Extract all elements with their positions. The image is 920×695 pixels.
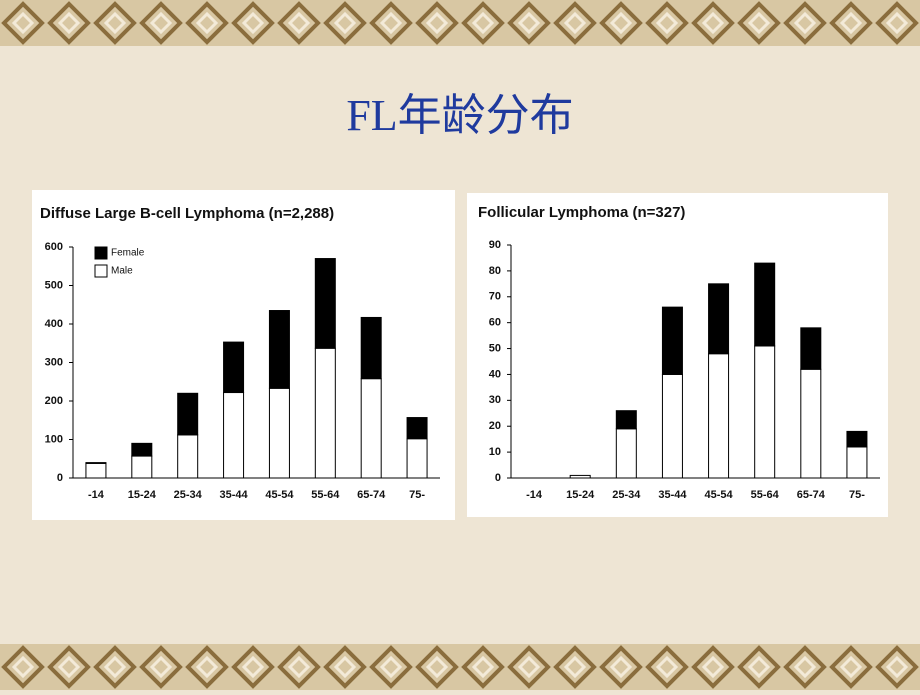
x-tick-label: 55-64 xyxy=(311,489,340,501)
bar xyxy=(846,446,868,479)
bar xyxy=(800,327,822,370)
bar xyxy=(708,283,730,355)
slide-title: FL年龄分布 xyxy=(346,91,573,140)
bar xyxy=(131,442,153,457)
y-tick-label: 0 xyxy=(57,472,63,484)
bar xyxy=(223,341,245,394)
bar xyxy=(314,347,336,479)
bar xyxy=(360,316,382,380)
x-tick-label: 75- xyxy=(849,489,865,501)
bar xyxy=(661,306,683,375)
top-border xyxy=(0,0,920,46)
x-tick-label: 35-44 xyxy=(219,489,248,501)
bar xyxy=(800,368,822,479)
y-tick-label: 40 xyxy=(489,368,501,380)
x-tick-label: 45-54 xyxy=(265,489,294,501)
bar xyxy=(131,455,153,479)
bar xyxy=(708,353,730,479)
y-tick-label: 0 xyxy=(495,472,501,484)
legend-label: Male xyxy=(111,266,133,277)
bar xyxy=(615,410,637,430)
y-tick-label: 60 xyxy=(489,317,501,329)
y-tick-label: 30 xyxy=(489,394,501,406)
bar xyxy=(223,392,245,479)
y-tick-label: 200 xyxy=(45,395,63,407)
x-tick-label: 15-24 xyxy=(128,489,157,501)
bar xyxy=(314,258,336,349)
x-tick-label: 25-34 xyxy=(612,489,641,501)
x-tick-label: 35-44 xyxy=(658,489,687,501)
y-tick-label: 70 xyxy=(489,291,501,303)
bar xyxy=(85,462,107,479)
x-tick-label: 45-54 xyxy=(704,489,733,501)
x-tick-label: 15-24 xyxy=(566,489,595,501)
bar xyxy=(360,378,382,479)
x-tick-label: 25-34 xyxy=(174,489,203,501)
bottom-border xyxy=(0,644,920,690)
bar xyxy=(661,373,683,479)
y-tick-label: 400 xyxy=(45,318,63,330)
chart-title: Diffuse Large B-cell Lymphoma (n=2,288) xyxy=(40,205,334,222)
y-tick-label: 100 xyxy=(45,433,63,445)
x-tick-label: 75- xyxy=(409,489,425,501)
bar xyxy=(268,310,290,389)
y-tick-label: 500 xyxy=(45,279,63,291)
x-tick-label: 55-64 xyxy=(751,489,780,501)
bar xyxy=(177,434,199,479)
y-tick-label: 20 xyxy=(489,420,501,432)
y-tick-label: 80 xyxy=(489,265,501,277)
y-tick-label: 50 xyxy=(489,342,501,354)
bar xyxy=(177,392,199,436)
y-tick-label: 600 xyxy=(45,241,63,253)
bar xyxy=(569,474,591,479)
y-tick-label: 90 xyxy=(489,239,501,251)
bar xyxy=(406,438,428,479)
bar xyxy=(268,387,290,479)
x-tick-label: 65-74 xyxy=(357,489,386,501)
bar xyxy=(406,417,428,440)
bar xyxy=(85,462,107,464)
bar xyxy=(754,345,776,479)
legend-label: Female xyxy=(111,248,145,259)
x-tick-label: -14 xyxy=(88,489,105,501)
legend-swatch xyxy=(94,264,108,278)
y-tick-label: 10 xyxy=(489,446,501,458)
chart-title: Follicular Lymphoma (n=327) xyxy=(478,204,685,221)
x-tick-label: -14 xyxy=(526,489,543,501)
bar xyxy=(754,262,776,347)
legend-swatch xyxy=(94,246,108,260)
x-tick-label: 65-74 xyxy=(797,489,826,501)
bar xyxy=(846,430,868,448)
y-tick-label: 300 xyxy=(45,356,63,368)
bar xyxy=(615,428,637,479)
